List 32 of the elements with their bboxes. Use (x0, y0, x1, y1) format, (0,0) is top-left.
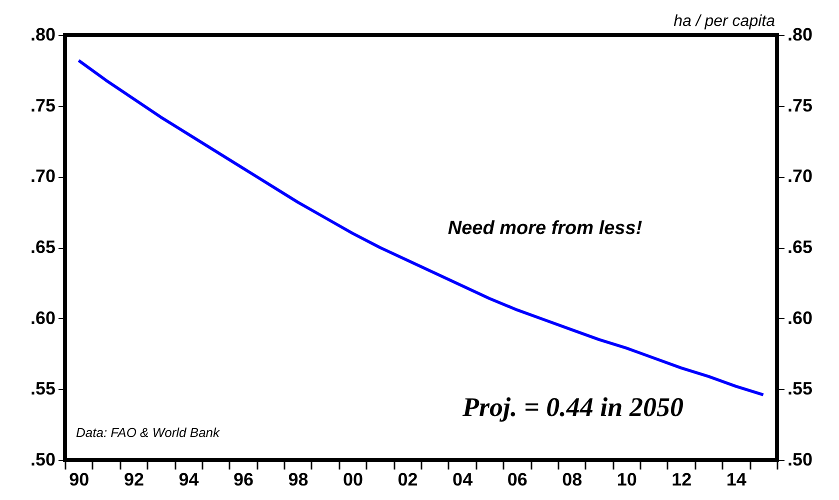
x-tick-label: 10 (616, 470, 637, 490)
x-tick-label: 94 (178, 470, 199, 490)
x-tick-label: 00 (343, 470, 364, 490)
annotation: Data: FAO & World Bank (76, 425, 222, 440)
y2-tick-label: .55 (788, 378, 813, 399)
x-tick-label: 96 (233, 470, 254, 490)
x-tick-label: 08 (562, 470, 582, 490)
x-tick-label: 14 (726, 470, 746, 490)
x-tick-label: 06 (507, 470, 528, 490)
y-tick-label: .65 (30, 237, 56, 257)
y2-tick-label: .70 (788, 166, 813, 186)
y2-tick-label: .60 (788, 308, 813, 328)
x-tick-label: 92 (124, 470, 144, 490)
y-tick-label: .80 (30, 24, 56, 44)
x-tick-label: 12 (672, 470, 692, 490)
y2-tick-label: .75 (788, 95, 813, 116)
x-tick-label: 02 (398, 470, 418, 490)
y-tick-label: .70 (30, 166, 56, 186)
y2-tick-label: .65 (788, 237, 813, 257)
line-series (77, 59, 765, 396)
x-tick-label: 90 (69, 470, 90, 490)
annotation: Need more from less! (448, 218, 642, 239)
x-tick-label: 98 (288, 470, 308, 490)
x-tick-label: 04 (452, 470, 473, 490)
y2-tick-label: .80 (788, 24, 813, 44)
y2-tick-label: .50 (788, 450, 813, 470)
y-tick-label: .75 (30, 95, 56, 116)
y-tick-label: .55 (30, 378, 56, 399)
y2-axis-title: ha / per capita (674, 13, 776, 30)
annotation: Proj. = 0.44 in 2050 (462, 392, 684, 422)
y-tick-label: .50 (30, 450, 56, 470)
y-tick-label: .60 (30, 308, 56, 328)
